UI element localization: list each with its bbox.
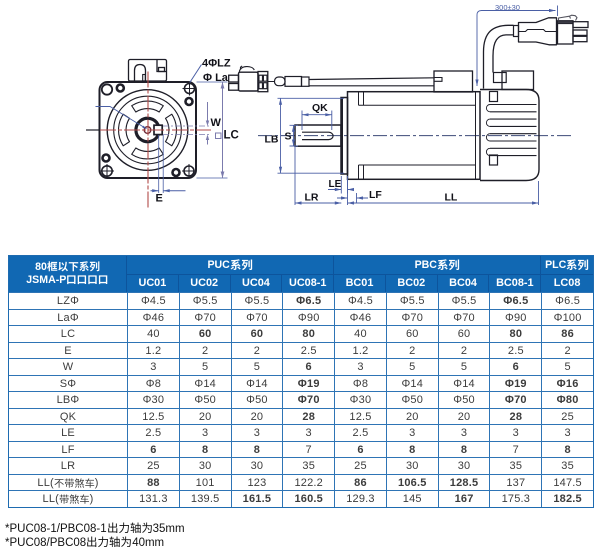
svg-text:300±30: 300±30	[495, 3, 520, 12]
svg-text:LC: LC	[224, 130, 239, 142]
svg-text:QK: QK	[312, 102, 328, 114]
svg-text:LR: LR	[305, 192, 319, 204]
svg-text:LF: LF	[369, 189, 382, 201]
svg-text:S: S	[285, 131, 292, 143]
svg-text:LL: LL	[445, 192, 458, 204]
svg-text:W: W	[211, 117, 222, 129]
svg-text:E: E	[156, 193, 163, 205]
svg-text:4ΦLZ: 4ΦLZ	[202, 58, 231, 70]
svg-text:Φ La: Φ La	[203, 72, 229, 84]
svg-text:LB: LB	[265, 134, 279, 146]
svg-text:LE: LE	[329, 179, 342, 190]
